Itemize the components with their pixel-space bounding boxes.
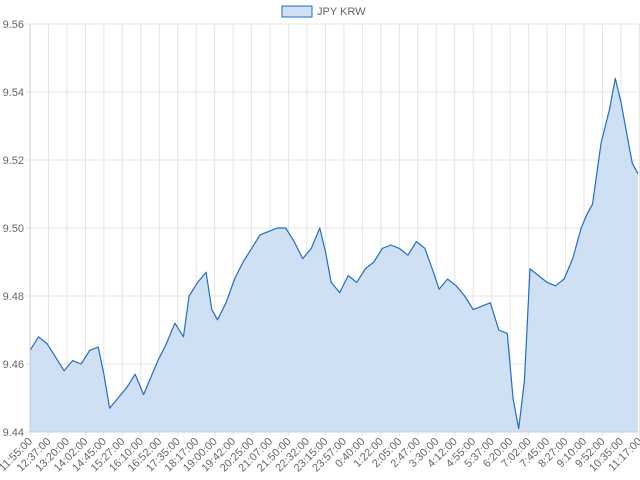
y-tick-label: 9.50 — [3, 223, 24, 235]
legend-swatch-jpy-krw[interactable] — [281, 5, 313, 18]
y-tick-label: 9.46 — [3, 359, 24, 371]
y-tick-label: 9.56 — [3, 19, 24, 31]
y-tick-label: 9.52 — [3, 155, 24, 167]
y-tick-label: 9.54 — [3, 87, 24, 99]
legend[interactable]: JPY KRW — [281, 5, 366, 18]
plot-area — [29, 77, 639, 433]
y-tick-label: 9.44 — [3, 427, 24, 439]
y-tick-label: 9.48 — [3, 291, 24, 303]
series-area-fill — [30, 78, 638, 433]
legend-label-jpy-krw[interactable]: JPY KRW — [317, 6, 366, 18]
series-line — [29, 77, 639, 430]
